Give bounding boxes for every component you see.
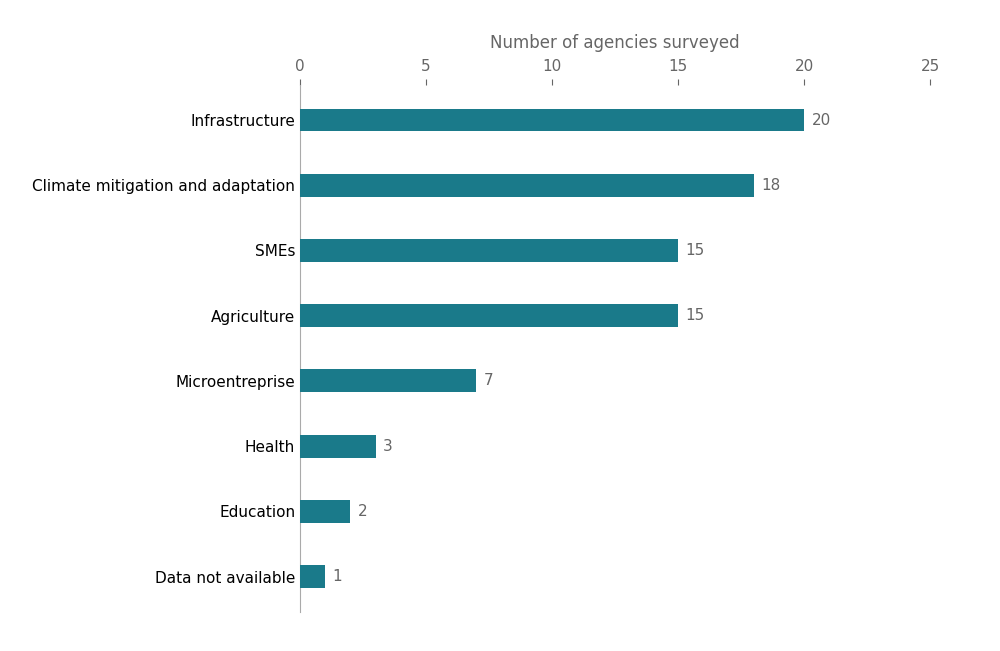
Text: 3: 3 — [383, 439, 393, 454]
Bar — [300, 109, 804, 132]
Bar — [300, 304, 678, 327]
Text: 15: 15 — [686, 308, 705, 323]
X-axis label: Number of agencies surveyed: Number of agencies surveyed — [490, 34, 740, 52]
Bar — [300, 435, 376, 458]
Text: 2: 2 — [358, 504, 368, 519]
Bar — [300, 174, 754, 197]
Bar — [300, 370, 476, 393]
Bar — [300, 565, 325, 588]
Bar — [300, 500, 350, 523]
Text: 15: 15 — [686, 243, 705, 258]
Text: 20: 20 — [812, 113, 831, 128]
Bar — [300, 239, 678, 262]
Text: 7: 7 — [484, 374, 494, 389]
Text: 18: 18 — [761, 178, 780, 193]
Text: 1: 1 — [333, 569, 342, 584]
